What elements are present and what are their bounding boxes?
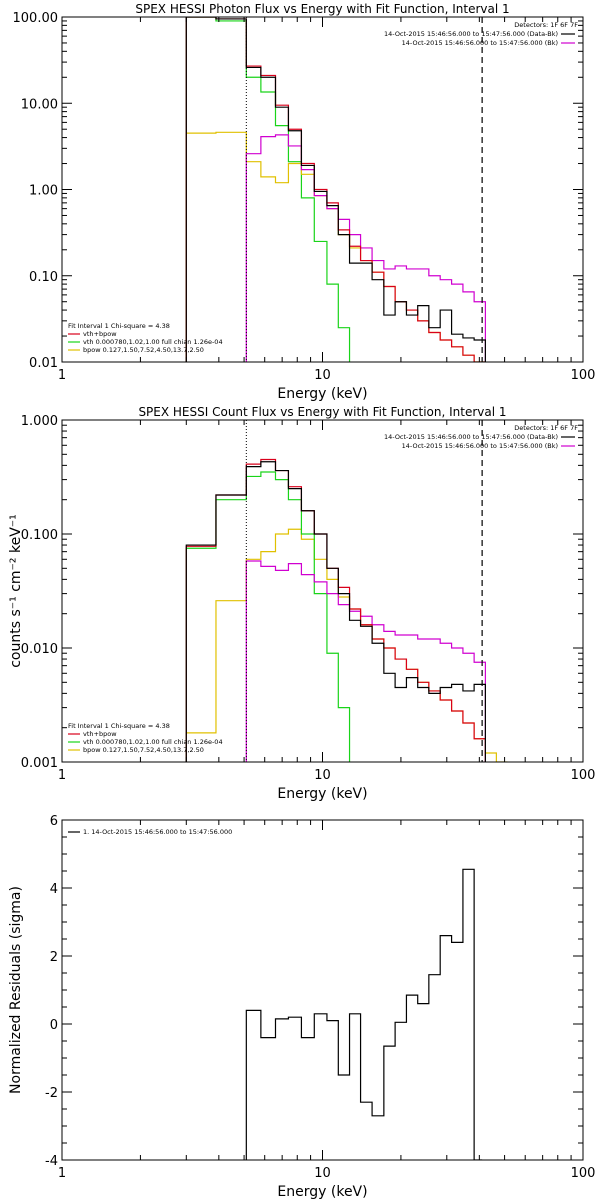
y-axis-label: Normalized Residuals (sigma) bbox=[8, 886, 24, 1094]
legend-entry-label: 14-Oct-2015 15:46:56.000 to 15:47:56.000… bbox=[402, 39, 558, 47]
y-tick-label: 1.000 bbox=[21, 414, 58, 429]
series-line-model_total bbox=[185, 17, 486, 362]
y-tick-label: -4 bbox=[45, 1154, 58, 1169]
legend-entry-label: 14-Oct-2015 15:46:56.000 to 15:47:56.000… bbox=[402, 442, 558, 450]
legend-header: Detectors: 1F 6F 7F bbox=[514, 424, 578, 432]
y-tick-label: 0 bbox=[50, 1018, 58, 1033]
y-tick-label: 0.001 bbox=[21, 756, 58, 771]
x-axis-label: Energy (keV) bbox=[277, 386, 367, 402]
legend-entry-label: vth 0.000780,1.02,1.00 full chian 1.26e-… bbox=[83, 738, 223, 746]
x-tick-label: 100 bbox=[571, 768, 596, 783]
y-tick-label: 0.010 bbox=[21, 642, 58, 657]
legend-entry-label: vth+bpow bbox=[83, 730, 117, 738]
chart-title: SPEX HESSI Photon Flux vs Energy with Fi… bbox=[135, 2, 509, 16]
chart-title: SPEX HESSI Count Flux vs Energy with Fit… bbox=[138, 405, 506, 419]
legend-header: Fit Interval 1 Chi-square = 4.38 bbox=[68, 722, 170, 730]
plot-frame bbox=[61, 419, 584, 763]
plot-area bbox=[185, 420, 508, 762]
legend-header: Detectors: 1F 6F 7F bbox=[514, 21, 578, 29]
y-tick-label: 4 bbox=[50, 882, 58, 897]
x-tick-label: 1 bbox=[58, 1166, 66, 1181]
series-line-background bbox=[245, 134, 486, 362]
series-line-observed bbox=[185, 461, 486, 762]
legend-entry-label: 14-Oct-2015 15:46:56.000 to 15:47:56.000… bbox=[384, 30, 558, 38]
legend-entry-label: 1. 14-Oct-2015 15:46:56.000 to 15:47:56.… bbox=[83, 828, 232, 836]
x-axis-label: Energy (keV) bbox=[277, 786, 367, 802]
series-line-model_total bbox=[185, 458, 486, 762]
x-tick-label: 100 bbox=[571, 368, 596, 383]
series-line-observed bbox=[185, 17, 486, 362]
x-tick-label: 10 bbox=[314, 1166, 331, 1181]
y-tick-label: 100.00 bbox=[13, 11, 59, 26]
series-line-vth bbox=[185, 471, 351, 762]
x-tick-label: 10 bbox=[314, 768, 331, 783]
series-line-background bbox=[245, 560, 486, 762]
y-tick-label: 10.00 bbox=[21, 97, 58, 112]
y-tick-label: 6 bbox=[50, 814, 58, 829]
y-tick-label: 0.100 bbox=[21, 528, 58, 543]
x-tick-label: 10 bbox=[314, 368, 331, 383]
legend-entry-label: vth 0.000780,1.02,1.00 full chian 1.26e-… bbox=[83, 338, 223, 346]
plot-area bbox=[245, 868, 483, 1160]
x-tick-label: 1 bbox=[58, 368, 66, 383]
plot-frame bbox=[61, 819, 584, 1161]
x-axis-label: Energy (keV) bbox=[277, 1184, 367, 1200]
y-axis-label: counts s⁻¹ cm⁻² keV⁻¹ bbox=[8, 514, 24, 668]
legend-entry-label: bpow 0.127,1.50,7.52,4.50,13.7,2.50 bbox=[83, 346, 204, 354]
series-line-observed bbox=[245, 868, 483, 1160]
series-line-bpow bbox=[185, 131, 486, 362]
y-tick-label: 0.01 bbox=[29, 356, 58, 371]
legend-left: 1. 14-Oct-2015 15:46:56.000 to 15:47:56.… bbox=[68, 828, 232, 836]
y-tick-label: 1.00 bbox=[29, 184, 58, 199]
y-tick-label: 0.10 bbox=[29, 270, 58, 285]
legend-entry-label: vth+bpow bbox=[83, 330, 117, 338]
legend-entry-label: 14-Oct-2015 15:46:56.000 to 15:47:56.000… bbox=[384, 433, 558, 441]
x-tick-label: 100 bbox=[571, 1166, 596, 1181]
y-tick-label: -2 bbox=[45, 1086, 58, 1101]
chart-panel-2: 1 10 100 Energy (keV) 0.001 0.010 0.100 1.000 co… bbox=[8, 405, 595, 802]
legend-entry-label: bpow 0.127,1.50,7.52,4.50,13.7,2.50 bbox=[83, 746, 204, 754]
x-tick-label: 1 bbox=[58, 768, 66, 783]
legend-header: Fit Interval 1 Chi-square = 4.38 bbox=[68, 322, 170, 330]
legend-left: Fit Interval 1 Chi-square = 4.38vth+bpow… bbox=[68, 322, 223, 354]
chart-panel-3: 1 10 100 Energy (keV) -4 -2 0 2 4 6 Normalized Res… bbox=[8, 814, 595, 1200]
legend-left: Fit Interval 1 Chi-square = 4.38vth+bpow… bbox=[68, 722, 223, 754]
y-tick-label: 2 bbox=[50, 950, 58, 965]
chart-panel-1: 1 10 100 Energy (keV) 0.01 0.10 1.00 10.00 100.0… bbox=[13, 2, 596, 402]
plot-area bbox=[185, 17, 486, 362]
